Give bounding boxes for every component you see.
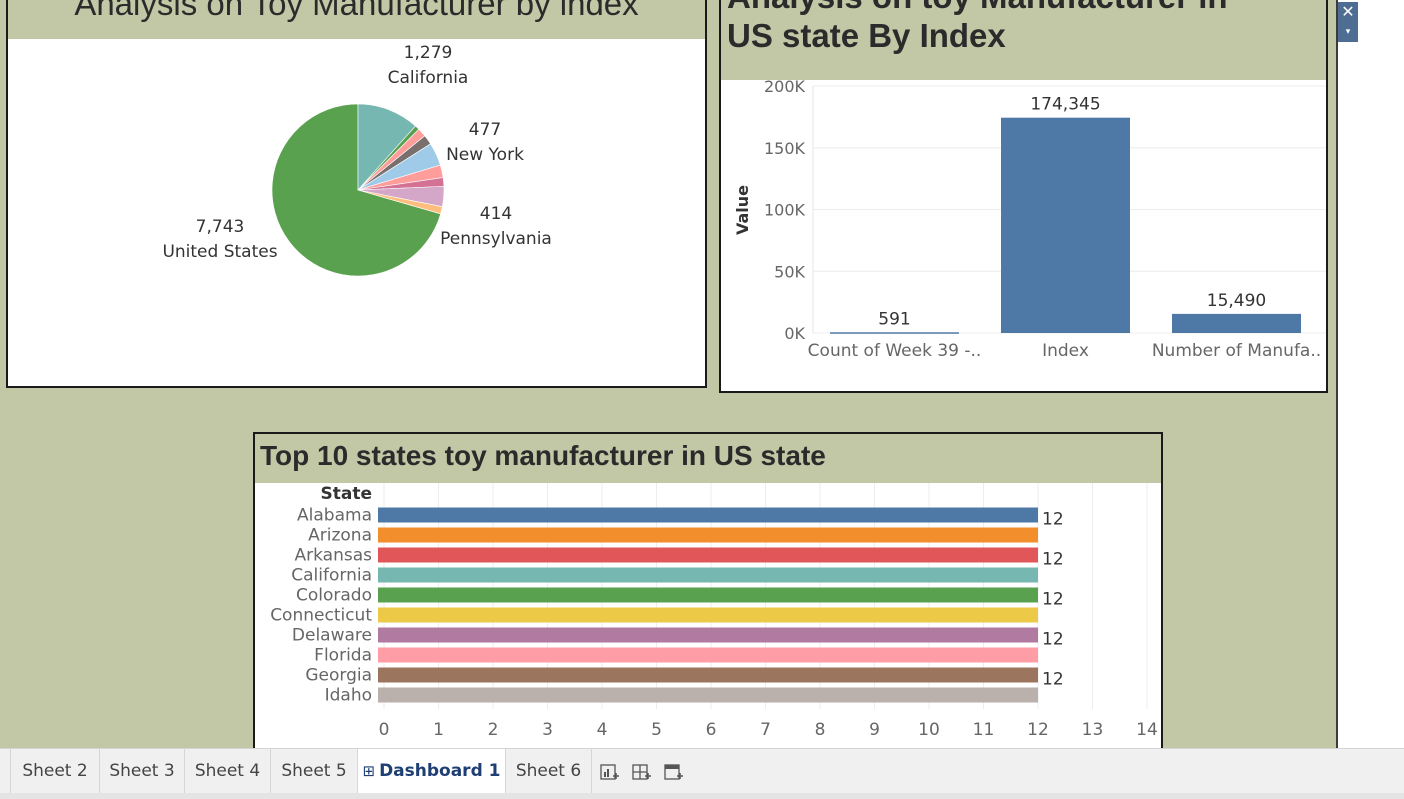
x-tick-label: 2: [488, 720, 499, 740]
new-story-icon[interactable]: [658, 757, 688, 787]
y-tick-label: 50K: [774, 262, 805, 281]
x-tick-label: 10: [918, 720, 940, 740]
bar-value-label: 174,345: [1030, 95, 1100, 115]
state-bar: [378, 547, 1038, 563]
floating-object-controls[interactable]: ✕ ▾: [1338, 2, 1358, 42]
bar-chart[interactable]: 0K 50K 100K 150K 200K Value 591 Count of Week 3…: [721, 80, 1326, 391]
tab-sheet-6[interactable]: Sheet 6: [506, 749, 592, 793]
state-label: Colorado: [296, 586, 372, 606]
bar-chart-panel[interactable]: Analysis on toy Manufacturer in US state…: [719, 0, 1328, 393]
y-tick-label: 100K: [764, 201, 806, 220]
pie-category-label: Pennsylvania: [440, 229, 552, 249]
right-gutter: [1336, 0, 1404, 748]
state-label: Georgia: [305, 666, 372, 686]
x-tick-label: 5: [651, 720, 662, 740]
pie-slice: [357, 103, 416, 191]
y-tick-label: 200K: [764, 80, 806, 96]
y-axis-header: State: [321, 484, 373, 504]
state-bar: [378, 507, 1038, 523]
state-label: Idaho: [325, 686, 372, 706]
hbar-panel-title: Top 10 states toy manufacturer in US sta…: [255, 434, 1161, 483]
state-value-label: 12: [1042, 550, 1064, 570]
state-value-label: 12: [1042, 590, 1064, 610]
tab-sheet-2[interactable]: Sheet 2: [10, 749, 100, 793]
y-tick-label: 150K: [764, 139, 806, 158]
state-label: Delaware: [292, 626, 372, 646]
pie-value-label: 1,279: [404, 43, 453, 63]
x-tick-label: Number of Manufa..: [1152, 341, 1321, 361]
bar: [1172, 313, 1301, 333]
tab-sheet-3[interactable]: Sheet 3: [100, 749, 185, 793]
state-bar: [378, 667, 1038, 683]
bar-value-label: 591: [878, 309, 910, 329]
state-bar: [378, 687, 1038, 703]
state-bar: [378, 527, 1038, 543]
pie-chart[interactable]: 7,743 United States 1,279 California 477 New …: [8, 39, 705, 388]
state-bar: [378, 587, 1038, 603]
state-bar: [378, 627, 1038, 643]
x-tick-label: 4: [597, 720, 608, 740]
tab-bar-bottom-strip: [0, 793, 1404, 799]
bar-value-label: 15,490: [1207, 291, 1266, 311]
new-worksheet-icon[interactable]: [594, 757, 624, 787]
x-tick-label: 14: [1136, 720, 1158, 740]
sheet-tab-bar: Sheet 2 Sheet 3 Sheet 4 Sheet 5 ⊞ Dashboa…: [0, 748, 1404, 799]
state-label: Arkansas: [295, 546, 373, 566]
more-options-icon[interactable]: ▾: [1345, 27, 1351, 37]
x-tick-label: 6: [706, 720, 717, 740]
x-tick-label: 0: [379, 720, 390, 740]
state-label: California: [291, 566, 372, 586]
state-label: Alabama: [297, 506, 372, 526]
pie-category-label: New York: [446, 145, 524, 165]
state-label: Connecticut: [270, 606, 372, 626]
pie-category-label: California: [388, 68, 469, 88]
x-tick-label: 13: [1082, 720, 1104, 740]
new-dashboard-icon[interactable]: [626, 757, 656, 787]
state-label: Arizona: [308, 526, 372, 546]
close-icon[interactable]: ✕: [1341, 2, 1355, 21]
dashboard-canvas: Analysis on Toy Manufacturer by index 7,…: [6, 0, 1328, 748]
x-tick-label: 9: [869, 720, 880, 740]
pie-value-label: 414: [480, 204, 512, 224]
y-tick-label: 0K: [784, 324, 805, 343]
x-tick-label: 11: [973, 720, 995, 740]
pie-panel-title: Analysis on Toy Manufacturer by index: [8, 0, 705, 39]
bar-panel-title: Analysis on toy Manufacturer in US state…: [721, 0, 1326, 80]
pie-value-label: 477: [469, 120, 501, 140]
hbar-chart-panel[interactable]: Top 10 states toy manufacturer in US sta…: [253, 432, 1163, 748]
tab-dashboard-1[interactable]: ⊞ Dashboard 1: [358, 749, 506, 793]
pie-chart-panel[interactable]: Analysis on Toy Manufacturer by index 7,…: [6, 0, 707, 388]
y-axis-title: Value: [733, 185, 752, 235]
pie-slice: [357, 189, 443, 215]
state-bar: [378, 647, 1038, 663]
x-tick-label: Index: [1042, 341, 1089, 361]
x-tick-label: 12: [1027, 720, 1049, 740]
dashboard-tab-icon: ⊞: [362, 762, 376, 780]
x-tick-label: 8: [815, 720, 826, 740]
state-value-label: 12: [1042, 510, 1064, 530]
tab-sheet-5[interactable]: Sheet 5: [271, 749, 358, 793]
bar-panel-title-line1: Analysis on toy Manufacturer in: [727, 0, 1326, 16]
bar: [1001, 117, 1130, 333]
state-label: Florida: [314, 646, 372, 666]
x-tick-label: 1: [433, 720, 444, 740]
state-bar: [378, 567, 1038, 583]
pie-value-label: 7,743: [196, 217, 245, 237]
x-tick-label: Count of Week 39 -..: [808, 341, 982, 361]
state-bar: [378, 607, 1038, 623]
state-value-label: 12: [1042, 670, 1064, 690]
pie-slice: [271, 103, 442, 277]
state-value-label: 12: [1042, 630, 1064, 650]
pie-category-label: United States: [162, 242, 277, 262]
bar: [830, 332, 959, 334]
x-tick-label: 3: [542, 720, 553, 740]
x-tick-label: 7: [760, 720, 771, 740]
tab-sheet-4[interactable]: Sheet 4: [185, 749, 271, 793]
bar-panel-title-line2: US state By Index: [727, 17, 1006, 54]
